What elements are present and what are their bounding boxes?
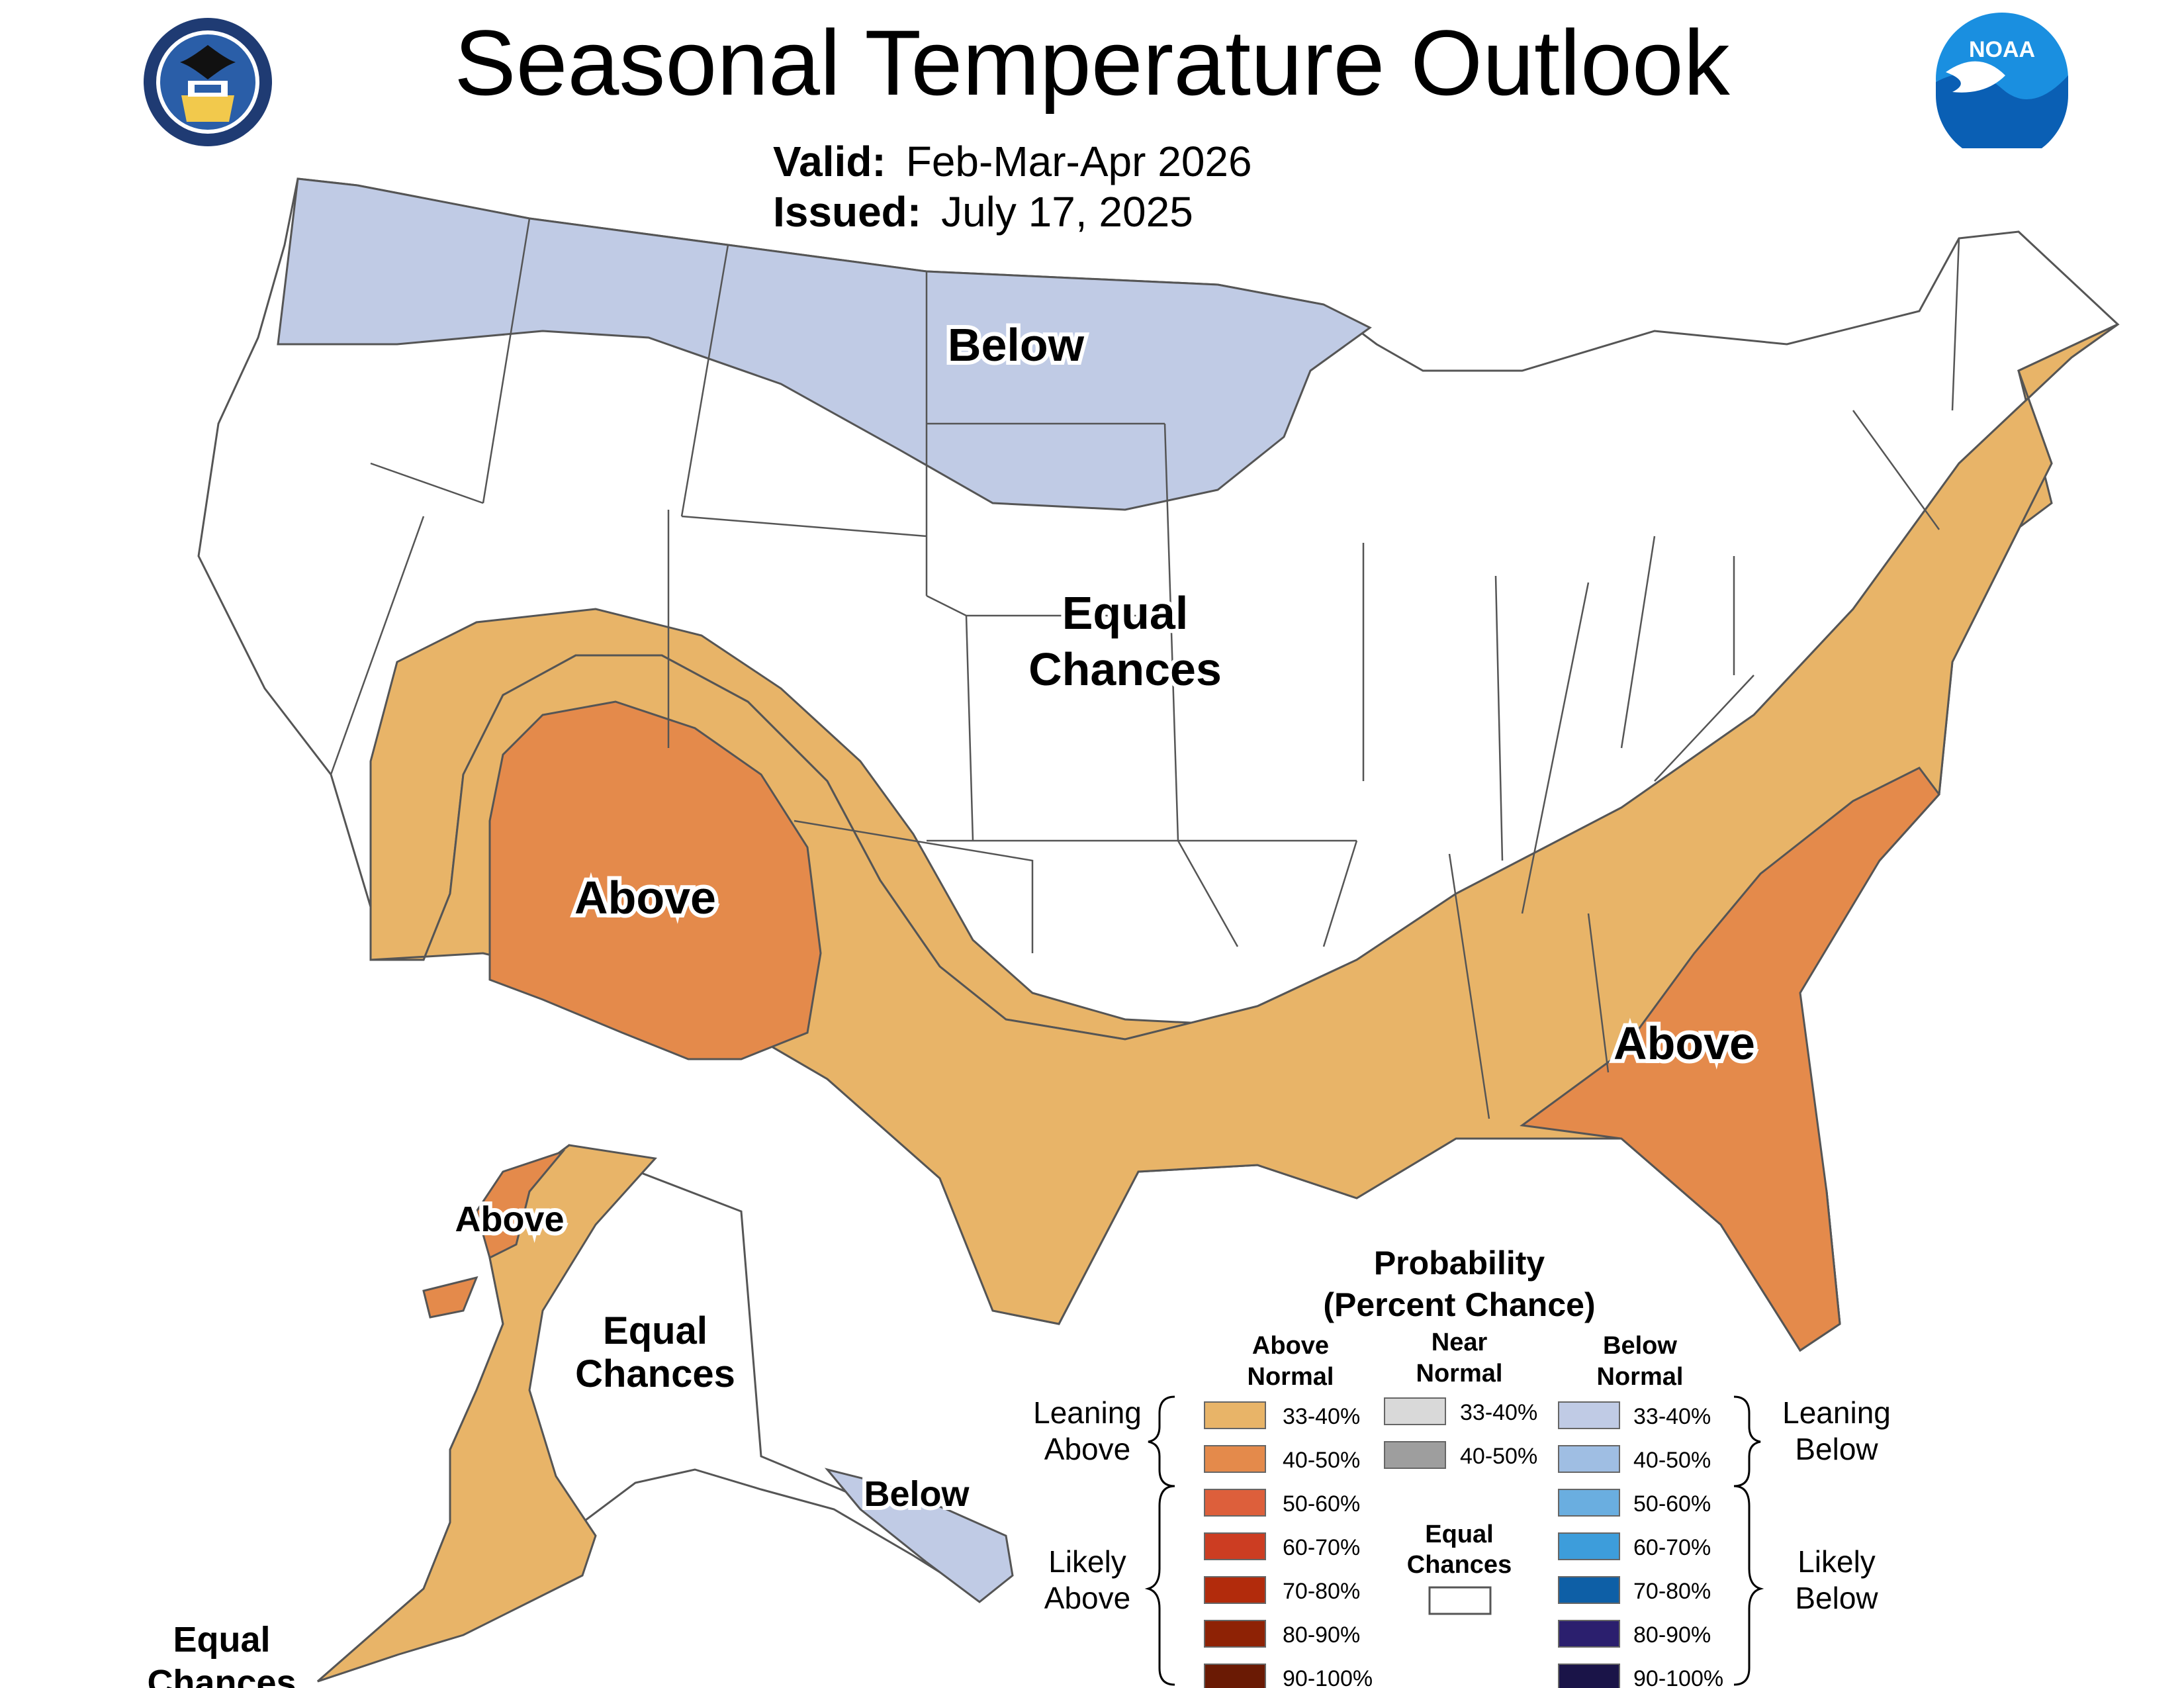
conus-above-west-dark: [488, 700, 822, 1060]
legend-near-swatches: 33-40% 40-50%: [1384, 1397, 1537, 1469]
legend-below-label: 90-100%: [1633, 1666, 1723, 1688]
legend-below-swatch: [1558, 1576, 1620, 1604]
legend-near-label: 33-40%: [1460, 1400, 1537, 1425]
legend-above-label: 70-80%: [1283, 1579, 1360, 1604]
legend-below-label: 40-50%: [1633, 1448, 1711, 1473]
conus-below-label: Below: [948, 319, 1085, 371]
legend-below-swatch: [1558, 1445, 1620, 1473]
legend-above-swatch: [1204, 1532, 1266, 1560]
conus-above-west-label: Above: [574, 872, 716, 923]
legend-near-swatch: [1384, 1397, 1446, 1425]
alaska-above-dark: [475, 1149, 566, 1260]
page-title: Seasonal Temperature Outlook: [454, 11, 1730, 115]
legend-title-1: Probability: [1374, 1244, 1545, 1282]
legend-above-swatch: [1204, 1489, 1266, 1517]
conus-equal-label-2: Chances: [1028, 643, 1222, 695]
legend-below-label: 80-90%: [1633, 1622, 1711, 1648]
conus: [197, 177, 2120, 1352]
legend-near-label: 40-50%: [1460, 1444, 1537, 1469]
issued-line: Issued: July 17, 2025: [773, 187, 1193, 237]
legend-above-label: 33-40%: [1283, 1404, 1360, 1429]
legend-below-swatch: [1558, 1664, 1620, 1688]
legend-leaning-below-2: Below: [1795, 1432, 1878, 1466]
legend-above-label: 60-70%: [1283, 1535, 1360, 1560]
legend-above-swatch: [1204, 1445, 1266, 1473]
legend-above-header-2: Normal: [1248, 1363, 1334, 1391]
aleutians-equal-label-1: Equal: [173, 1620, 270, 1660]
legend-leaning-above-2: Above: [1044, 1432, 1130, 1466]
legend-title-2: (Percent Chance): [1323, 1286, 1595, 1323]
legend-likely-above-2: Above: [1044, 1581, 1130, 1615]
legend-below-label: 50-60%: [1633, 1491, 1711, 1517]
legend-likely-below-1: Likely: [1797, 1544, 1876, 1579]
legend-above-label: 40-50%: [1283, 1448, 1360, 1473]
alaska-below-label: Below: [864, 1474, 970, 1514]
valid-line: Valid: Feb-Mar-Apr 2026: [773, 136, 1252, 187]
noaa-logo-text: NOAA: [1969, 37, 2035, 62]
legend-above-label: 50-60%: [1283, 1491, 1360, 1517]
issued-value: July 17, 2025: [941, 188, 1193, 236]
legend-leaning-below-1: Leaning: [1782, 1395, 1891, 1430]
conus-above-southeast-dark: [1520, 767, 1940, 1352]
conus-above-southeast-label: Above: [1614, 1017, 1755, 1069]
legend-below-swatch: [1558, 1401, 1620, 1429]
alaska-above-dark-2: [422, 1276, 478, 1319]
conus-equal-label-1: Equal: [1062, 587, 1189, 639]
legend-below-label: 33-40%: [1633, 1404, 1711, 1429]
noaa-logo-icon: NOAA: [1936, 13, 2068, 148]
legend-likely-below-2: Below: [1795, 1581, 1878, 1615]
legend-below-header-1: Below: [1603, 1332, 1677, 1360]
legend: Probability (Percent Chance) Above Norma…: [1033, 1244, 1891, 1688]
legend-above-swatch: [1204, 1664, 1266, 1688]
legend-leaning-above-1: Leaning: [1033, 1395, 1142, 1430]
legend-near-swatch: [1384, 1441, 1446, 1469]
legend-above-swatch: [1204, 1401, 1266, 1429]
department-of-commerce-seal-icon: [144, 18, 272, 146]
legend-equal-chances-1: Equal: [1425, 1521, 1493, 1548]
brace-likely-below: [1733, 1485, 1764, 1686]
legend-below-swatch: [1558, 1532, 1620, 1560]
alaska-equal-label-2: Chances: [575, 1352, 735, 1395]
state-lines: [330, 218, 1960, 1119]
legend-near-header-1: Near: [1432, 1329, 1488, 1356]
alaska: [317, 1144, 1014, 1683]
legend-equal-chances-swatch: [1428, 1586, 1492, 1615]
valid-label: Valid:: [773, 138, 886, 185]
legend-above-swatch: [1204, 1576, 1266, 1604]
brace-leaning-below: [1733, 1395, 1761, 1487]
alaska-interior-line: [741, 1211, 762, 1457]
legend-below-label: 60-70%: [1633, 1535, 1711, 1560]
legend-below-swatch: [1558, 1620, 1620, 1648]
legend-below-swatches: 33-40% 40-50% 50-60% 60-70% 70-80% 80-90% 90-1…: [1558, 1401, 1723, 1688]
legend-above-header-1: Above: [1252, 1332, 1329, 1360]
legend-near-header-2: Normal: [1416, 1360, 1503, 1387]
brace-leaning-above: [1148, 1395, 1175, 1487]
alaska-above-label: Above: [455, 1199, 564, 1239]
brace-likely-above: [1144, 1485, 1175, 1686]
legend-above-swatch: [1204, 1620, 1266, 1648]
legend-equal-chances-2: Chances: [1407, 1551, 1512, 1579]
issued-label: Issued:: [773, 188, 922, 236]
alaska-below-panhandle: [824, 1468, 1014, 1603]
legend-below-label: 70-80%: [1633, 1579, 1711, 1604]
legend-above-label: 90-100%: [1283, 1666, 1373, 1688]
aleutians-equal-label-2: Chances: [147, 1663, 296, 1688]
legend-above-label: 80-90%: [1283, 1622, 1360, 1648]
legend-above-swatches: 33-40% 40-50% 50-60% 60-70% 70-80% 80-90% 90-1…: [1204, 1401, 1373, 1688]
alaska-above-light: [317, 1144, 657, 1683]
legend-below-swatch: [1558, 1489, 1620, 1517]
conus-below-region: [277, 177, 1372, 511]
alaska-equal-label-1: Equal: [603, 1309, 707, 1352]
legend-below-header-2: Normal: [1597, 1363, 1684, 1391]
legend-braces: [1144, 1395, 1764, 1686]
valid-value: Feb-Mar-Apr 2026: [905, 138, 1252, 185]
legend-likely-above-1: Likely: [1048, 1544, 1126, 1579]
